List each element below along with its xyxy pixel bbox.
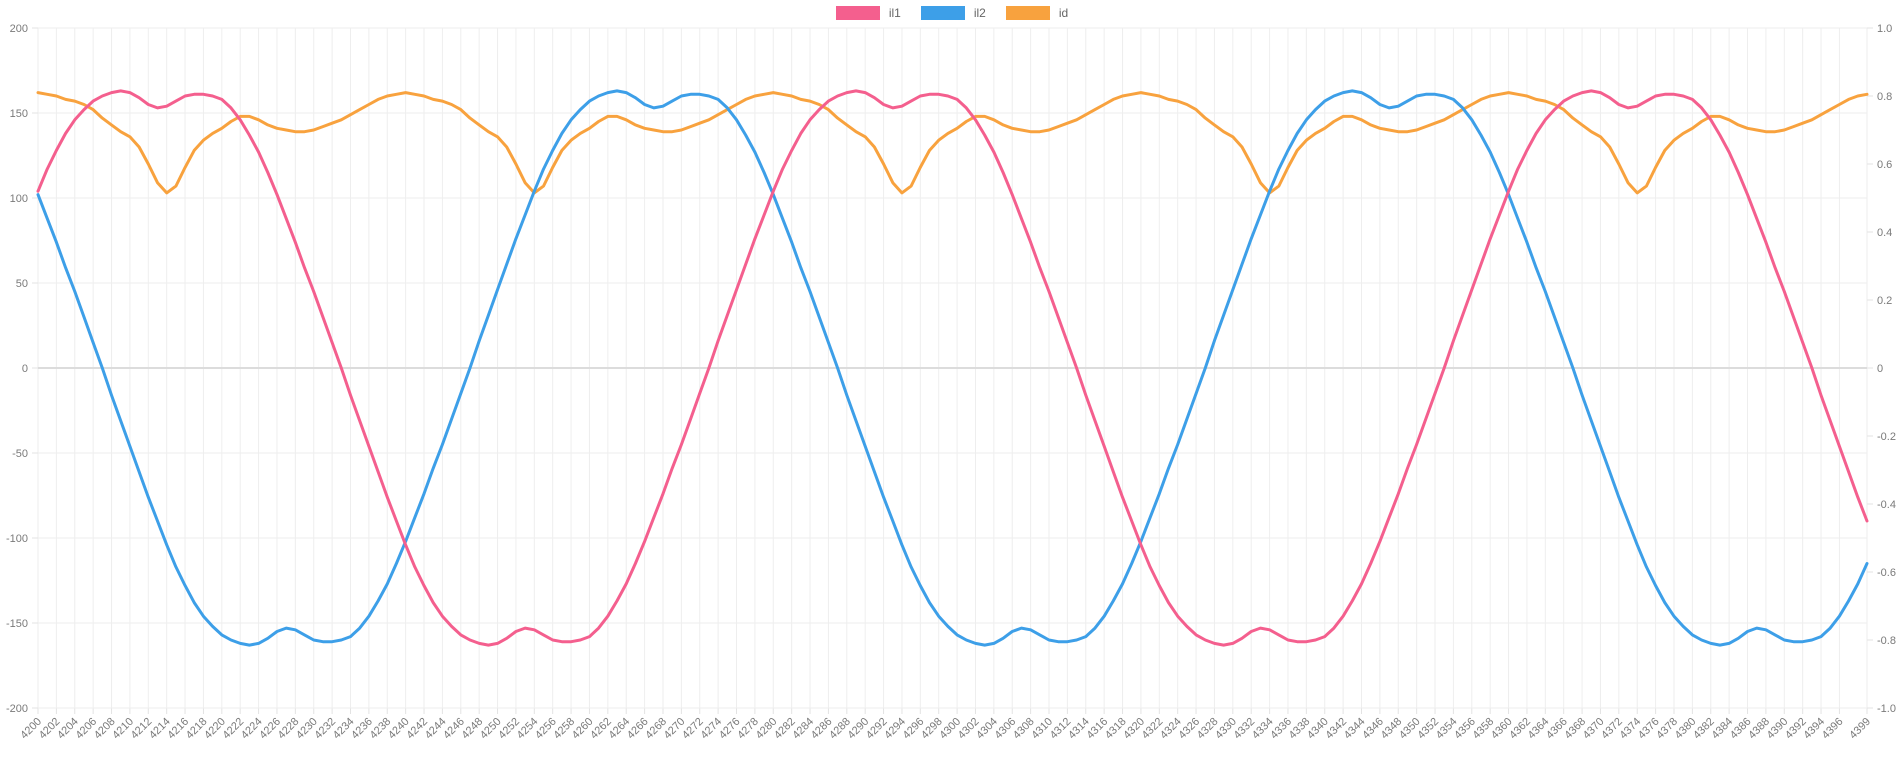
right-tick-label: -0.8 xyxy=(1877,635,1896,647)
right-tick-label: -1.0 xyxy=(1877,703,1896,715)
series-line-id xyxy=(36,91,1869,195)
legend-item-il1[interactable]: il1 xyxy=(835,6,901,20)
x-tick-label: 4396 xyxy=(1820,716,1846,742)
left-tick-label: 200 xyxy=(10,23,28,35)
left-tick-label: 150 xyxy=(10,108,28,120)
left-tick-label: -50 xyxy=(12,448,28,460)
right-tick-label: 1.0 xyxy=(1877,23,1892,35)
right-tick-label: -0.2 xyxy=(1877,431,1896,443)
right-tick-label: 0 xyxy=(1877,363,1883,375)
left-tick-label: -200 xyxy=(6,703,28,715)
series-line-il1 xyxy=(36,89,1869,647)
left-tick-label: 50 xyxy=(16,278,28,290)
right-tick-label: 0.4 xyxy=(1877,227,1892,239)
chart-legend: il1 il2 id xyxy=(0,6,1904,20)
left-tick-label: 100 xyxy=(10,193,28,205)
series-line-il2 xyxy=(36,89,1869,647)
left-tick-label: -100 xyxy=(6,533,28,545)
legend-label-il2: il2 xyxy=(973,6,986,20)
left-tick-label: -150 xyxy=(6,618,28,630)
legend-item-id[interactable]: id xyxy=(1005,6,1069,20)
right-tick-label: 0.8 xyxy=(1877,91,1892,103)
right-tick-label: 0.2 xyxy=(1877,295,1892,307)
legend-swatch-id xyxy=(1005,6,1050,20)
legend-label-il1: il1 xyxy=(888,6,901,20)
x-tick-label: 4399 xyxy=(1847,716,1873,742)
legend-item-il2[interactable]: il2 xyxy=(920,6,986,20)
right-tick-label: -0.6 xyxy=(1877,567,1896,579)
right-tick-label: 0.6 xyxy=(1877,159,1892,171)
legend-label-id: id xyxy=(1058,6,1069,20)
right-tick-label: -0.4 xyxy=(1877,499,1896,511)
legend-swatch-il2 xyxy=(920,6,965,20)
legend-swatch-il1 xyxy=(835,6,880,20)
left-tick-label: 0 xyxy=(22,363,28,375)
